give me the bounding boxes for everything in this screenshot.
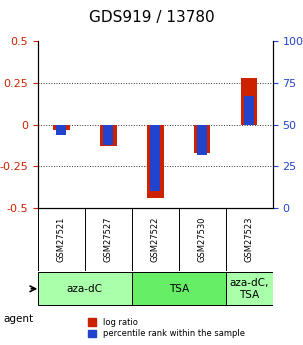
Text: GSM27527: GSM27527 xyxy=(104,217,113,262)
FancyBboxPatch shape xyxy=(38,273,132,305)
Bar xyxy=(147,125,164,198)
Text: GSM27523: GSM27523 xyxy=(245,217,254,262)
Text: GSM27521: GSM27521 xyxy=(57,217,66,262)
Text: agent: agent xyxy=(3,314,33,324)
Text: GSM27530: GSM27530 xyxy=(198,217,207,262)
FancyBboxPatch shape xyxy=(226,273,273,305)
Bar xyxy=(100,125,117,146)
Bar xyxy=(150,125,160,191)
Bar xyxy=(241,78,258,125)
Legend: log ratio, percentile rank within the sample: log ratio, percentile rank within the sa… xyxy=(86,315,248,341)
FancyBboxPatch shape xyxy=(132,273,226,305)
Bar xyxy=(244,96,254,125)
Text: TSA: TSA xyxy=(169,284,189,294)
Text: aza-dC,
TSA: aza-dC, TSA xyxy=(230,278,269,299)
Bar xyxy=(56,125,66,135)
Text: GDS919 / 13780: GDS919 / 13780 xyxy=(89,10,214,25)
Bar xyxy=(194,125,211,153)
Text: aza-dC: aza-dC xyxy=(67,284,103,294)
Bar xyxy=(197,125,207,155)
Text: GSM27522: GSM27522 xyxy=(151,217,160,262)
Bar xyxy=(53,125,70,130)
Bar xyxy=(103,125,113,145)
